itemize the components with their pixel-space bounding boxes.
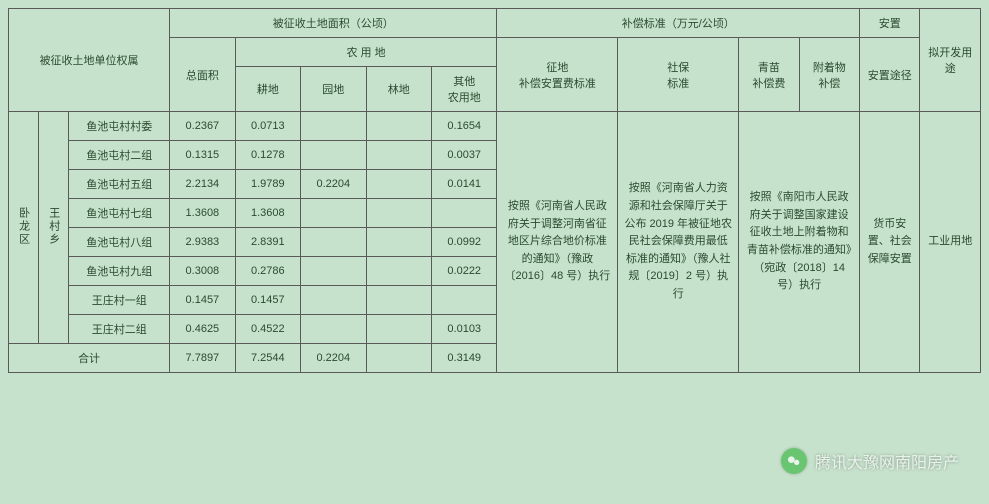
- row-name: 王庄村一组: [69, 286, 170, 315]
- header-comp-attach: 附着物 补偿: [799, 38, 859, 112]
- header-resettle-method: 安置途径: [860, 38, 920, 112]
- header-agri-forest: 林地: [366, 67, 431, 112]
- row-name: 鱼池屯村村委: [69, 112, 170, 141]
- row-name: 鱼池屯村七组: [69, 199, 170, 228]
- header-ownership: 被征收土地单位权属: [9, 9, 170, 112]
- township-cell: 王村乡: [39, 112, 69, 344]
- district-cell: 卧龙区: [9, 112, 39, 344]
- header-agri-group: 农 用 地: [235, 38, 497, 67]
- table-row: 卧龙区 王村乡 鱼池屯村村委 0.2367 0.0713 0.1654 按照《河…: [9, 112, 981, 141]
- row-name: 王庄村二组: [69, 315, 170, 344]
- row-other: 0.1654: [432, 112, 497, 141]
- row-garden: [301, 112, 366, 141]
- development-text: 工业用地: [920, 112, 981, 373]
- watermark: 腾讯大豫网南阳房产: [781, 448, 959, 474]
- totals-label: 合计: [9, 344, 170, 373]
- row-total: 0.2367: [170, 112, 235, 141]
- policy-crop-attach: 按照《南阳市人民政府关于调整国家建设征收土地上附着物和青苗补偿标准的通知》（宛政…: [739, 112, 860, 373]
- totals-garden: 0.2204: [301, 344, 366, 373]
- row-name: 鱼池屯村八组: [69, 228, 170, 257]
- totals-total: 7.7897: [170, 344, 235, 373]
- header-land-area: 被征收土地面积（公顷）: [170, 9, 497, 38]
- header-comp-crop: 青苗 补偿费: [739, 38, 799, 112]
- land-compensation-table: 被征收土地单位权属 被征收土地面积（公顷） 补偿标准（万元/公顷） 安置 拟开发…: [8, 8, 981, 373]
- totals-forest: [366, 344, 431, 373]
- watermark-text: 腾讯大豫网南阳房产: [815, 449, 959, 473]
- resettle-text: 货币安置、社会保障安置: [860, 112, 920, 373]
- row-cultivated: 0.0713: [235, 112, 300, 141]
- row-name: 鱼池屯村九组: [69, 257, 170, 286]
- header-comp-standard: 补偿标准（万元/公顷）: [497, 9, 860, 38]
- row-name: 鱼池屯村五组: [69, 170, 170, 199]
- header-comp-social: 社保 标准: [618, 38, 739, 112]
- header-agri-other: 其他 农用地: [432, 67, 497, 112]
- header-row-1: 被征收土地单位权属 被征收土地面积（公顷） 补偿标准（万元/公顷） 安置 拟开发…: [9, 9, 981, 38]
- row-forest: [366, 112, 431, 141]
- header-development: 拟开发用途: [920, 9, 981, 112]
- policy-social: 按照《河南省人力资源和社会保障厅关于公布 2019 年被征地农民社会保障费用最低…: [618, 112, 739, 373]
- header-agri-cultivated: 耕地: [235, 67, 300, 112]
- header-agri-garden: 园地: [301, 67, 366, 112]
- totals-other: 0.3149: [432, 344, 497, 373]
- totals-cultivated: 7.2544: [235, 344, 300, 373]
- policy-levy: 按照《河南省人民政府关于调整河南省征地区片综合地价标准的通知》（豫政〔2016〕…: [497, 112, 618, 373]
- header-comp-levy: 征地 补偿安置费标准: [497, 38, 618, 112]
- wechat-icon: [781, 448, 807, 474]
- header-total-area: 总面积: [170, 38, 235, 112]
- header-resettlement: 安置: [860, 9, 920, 38]
- row-name: 鱼池屯村二组: [69, 141, 170, 170]
